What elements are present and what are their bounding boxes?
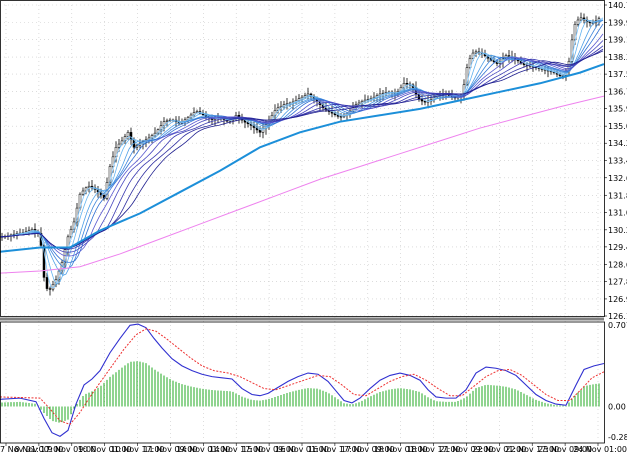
price-panel[interactable]	[0, 12, 605, 296]
x-tick-label: 22 Nov 01:00	[472, 445, 526, 454]
y-tick-label: 134.290	[608, 139, 627, 148]
candle-body	[81, 190, 85, 195]
x-tick-label: 11 Nov 09:00	[143, 445, 197, 454]
y-tick-label: 129.430	[608, 243, 627, 252]
ribbon-ma	[0, 33, 604, 257]
candle-body	[468, 58, 472, 68]
candle-body	[39, 233, 43, 246]
candle-body	[471, 52, 475, 59]
candle-body	[276, 107, 280, 111]
moving-average-line	[0, 95, 605, 274]
x-tick-label: 22 Nov 17:00	[505, 445, 559, 454]
y-tick-label: 126.190	[608, 312, 627, 321]
candle-body	[129, 132, 133, 141]
macd-y-tick-label: -0.2891	[608, 433, 627, 442]
candle-body	[195, 111, 199, 113]
y-tick-label: 135.090	[608, 122, 627, 131]
y-tick-label: 128.610	[608, 260, 627, 269]
y-tick-label: 135.910	[608, 105, 627, 114]
x-tick-label: 7 Nov 01:00	[0, 445, 49, 454]
x-tick-label: 16 Nov 01:00	[275, 445, 329, 454]
macd-main-line	[0, 323, 605, 437]
x-tick-label: 14 Nov 01:00	[176, 445, 230, 454]
candle-body	[423, 100, 427, 103]
x-tick-label: 15 Nov 09:00	[242, 445, 296, 454]
x-tick-label: 24 Nov 01:00	[573, 445, 627, 454]
candle-body	[405, 83, 409, 85]
y-tick-label: 137.530	[608, 70, 627, 79]
candle-body	[111, 156, 115, 167]
candle-body	[126, 132, 130, 137]
y-tick-label: 136.710	[608, 88, 627, 97]
candle-body	[87, 185, 91, 189]
y-tick-label: 133.470	[608, 157, 627, 166]
y-tick-label: 131.050	[608, 208, 627, 217]
candle-body	[45, 277, 49, 289]
x-tick-label: 17 Nov 09:00	[341, 445, 395, 454]
x-tick-label: 16 Nov 17:00	[308, 445, 362, 454]
macd-y-tick-label: 0.00	[608, 402, 626, 411]
x-tick-label: 14 Nov 17:00	[209, 445, 263, 454]
x-tick-label: 23 Nov 09:00	[538, 445, 592, 454]
candle-body	[576, 19, 580, 25]
x-tick-label: 9 Nov 09:00	[47, 445, 96, 454]
x-tick-label: 21 Nov 09:00	[439, 445, 493, 454]
y-tick-label: 140.770	[608, 1, 627, 10]
x-tick-label: 10 Nov 01:00	[78, 445, 132, 454]
candle-body	[465, 67, 469, 85]
ribbon-ma	[0, 19, 604, 276]
y-tick-label: 139.950	[608, 18, 627, 27]
candle-body	[258, 129, 262, 133]
ribbon-ma	[0, 19, 604, 285]
y-tick-label: 131.850	[608, 191, 627, 200]
x-tick-label: 8 Nov 17:00	[14, 445, 63, 454]
ribbon-ma	[0, 40, 604, 253]
x-tick-label: 10 Nov 17:00	[111, 445, 165, 454]
macd-panel-frame	[0, 321, 605, 444]
y-tick-label: 130.230	[608, 226, 627, 235]
candle-body	[579, 17, 583, 21]
ribbon-ma	[0, 50, 604, 250]
ribbon-ma	[0, 23, 604, 263]
candle-body	[117, 143, 121, 148]
macd-signal-line	[0, 328, 605, 425]
candle-body	[339, 116, 343, 118]
candle-body	[51, 284, 55, 290]
candle-body	[165, 120, 169, 122]
macd-y-tick-label: 0.7074	[608, 321, 627, 330]
y-tick-label: 132.670	[608, 174, 627, 183]
macd-panel[interactable]	[0, 323, 605, 437]
candle-body	[48, 288, 52, 290]
candle-body	[42, 245, 46, 278]
candle-body	[507, 55, 511, 57]
y-tick-label: 126.990	[608, 295, 627, 304]
moving-average-line	[0, 63, 605, 253]
y-tick-label: 127.810	[608, 277, 627, 286]
candle-body	[357, 102, 361, 105]
price-panel-frame	[0, 0, 605, 317]
candle-body	[474, 51, 478, 54]
y-tick-label: 139.150	[608, 36, 627, 45]
x-tick-label: 18 Nov 17:00	[407, 445, 461, 454]
candle-body	[69, 229, 73, 238]
y-tick-label: 138.330	[608, 53, 627, 62]
x-tick-label: 18 Nov 01:00	[374, 445, 428, 454]
